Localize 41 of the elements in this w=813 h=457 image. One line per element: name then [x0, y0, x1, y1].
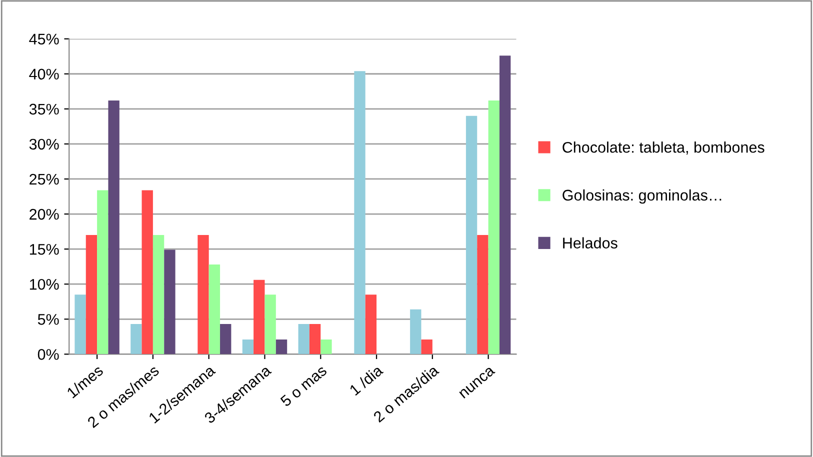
bar [276, 339, 288, 354]
legend-label: Golosinas: gominolas… [562, 189, 722, 204]
bar [142, 190, 153, 354]
bar [354, 71, 366, 354]
y-tick-label: 10% [30, 278, 59, 290]
legend-label: Helados [563, 237, 618, 248]
y-tick-label: 35% [29, 104, 59, 115]
bar [320, 339, 332, 354]
bar [97, 190, 108, 354]
bar [264, 294, 276, 354]
bar [86, 235, 98, 354]
bar [410, 309, 422, 354]
bar [208, 264, 220, 354]
bar [164, 250, 176, 354]
y-tick-label: 15% [30, 244, 59, 255]
y-tick-label: 5% [38, 314, 59, 325]
bar [130, 324, 142, 354]
y-tick-label: 0% [38, 349, 59, 360]
x-tick-label: 1 /dia [348, 364, 384, 396]
y-tick-label: 20% [30, 208, 59, 220]
bar [298, 324, 310, 354]
bar [198, 235, 209, 354]
bar [220, 324, 232, 354]
bar [466, 116, 478, 354]
y-tick-label: 25% [30, 174, 59, 185]
legend-label: Chocolate: tableta, bombones [562, 142, 764, 155]
y-tick-label: 30% [29, 138, 59, 150]
bar [477, 235, 488, 354]
bar [152, 235, 164, 354]
x-tick-label: 5 o mas [280, 364, 328, 408]
bar [74, 294, 86, 354]
bar [365, 294, 377, 354]
bar [421, 339, 432, 354]
bar [499, 56, 511, 354]
bar [108, 100, 120, 354]
y-tick-label: 40% [29, 68, 59, 80]
bar [254, 280, 265, 354]
bar [242, 339, 254, 354]
bar [309, 324, 321, 354]
bar [488, 100, 500, 354]
y-tick-label: 45% [29, 34, 59, 45]
